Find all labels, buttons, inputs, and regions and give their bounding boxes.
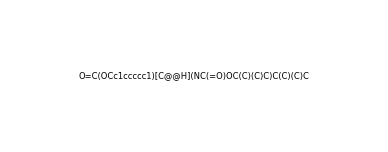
Text: O=C(OCc1ccccc1)[C@@H](NC(=O)OC(C)(C)C)C(C)(C)C: O=C(OCc1ccccc1)[C@@H](NC(=O)OC(C)(C)C)C(… <box>78 71 310 81</box>
